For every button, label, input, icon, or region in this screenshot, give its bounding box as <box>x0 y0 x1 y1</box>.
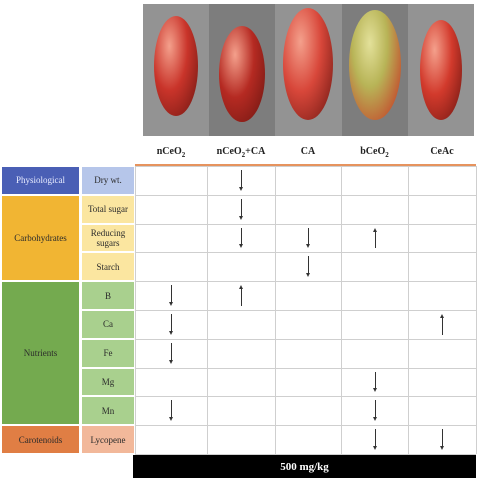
column-divider <box>275 166 276 454</box>
row-divider <box>135 338 476 340</box>
decrease-arrow-icon <box>306 227 310 249</box>
decrease-arrow-icon <box>372 429 377 450</box>
tomato-image <box>283 8 334 120</box>
row-divider <box>135 281 476 283</box>
row-divider <box>135 252 476 254</box>
row-divider <box>135 310 476 311</box>
increase-arrow-icon <box>440 314 444 335</box>
column-header-subscript: 2 <box>385 151 389 159</box>
increase-arrow-icon <box>239 285 243 306</box>
tomato-image <box>219 26 266 122</box>
increase-arrow-icon <box>372 227 377 249</box>
column-header-base: nCeO <box>216 146 242 157</box>
row-divider <box>135 454 476 455</box>
row-divider <box>135 396 476 398</box>
category-label: Nutrients <box>2 282 79 425</box>
parameter-label: Reducing sugars <box>82 224 134 252</box>
column-divider <box>135 166 136 454</box>
parameter-label: B <box>82 282 134 309</box>
column-header: nCeO2 <box>138 146 204 159</box>
decrease-arrow-icon <box>239 227 243 249</box>
column-header-base: bCeO <box>360 146 386 157</box>
column-divider <box>207 166 208 454</box>
row-divider <box>135 166 476 167</box>
decrease-arrow-icon <box>239 198 243 220</box>
header-divider <box>135 164 476 166</box>
decrease-arrow-icon <box>169 314 173 335</box>
dose-footer: 500 mg/kg <box>133 455 476 478</box>
column-header: bCeO2 <box>342 146 408 159</box>
photo-panel <box>407 4 474 136</box>
parameter-label: Mn <box>82 397 134 425</box>
decrease-arrow-icon <box>440 429 444 450</box>
photo-panel <box>143 4 210 136</box>
parameter-label: Dry wt. <box>82 167 134 194</box>
photo-panel <box>341 4 408 136</box>
column-divider <box>341 166 342 454</box>
decrease-arrow-icon <box>372 371 377 393</box>
column-divider <box>476 166 477 454</box>
tomato-image <box>419 20 462 120</box>
column-header-base: nCeO <box>156 146 182 157</box>
category-label: Carotenoids <box>2 426 79 453</box>
decrease-arrow-icon <box>169 400 173 422</box>
tomato-image <box>348 10 401 120</box>
column-header: CeAc <box>409 146 475 157</box>
column-header-base: CA <box>300 146 316 157</box>
column-header-suffix: +CA <box>245 146 266 157</box>
row-divider <box>135 367 476 369</box>
tomato-image <box>154 16 199 116</box>
parameter-label: Lycopene <box>82 426 134 453</box>
column-header: nCeO2+CA <box>208 146 274 159</box>
photo-panel <box>275 4 342 136</box>
decrease-arrow-icon <box>169 342 173 364</box>
decrease-arrow-icon <box>372 400 377 422</box>
row-divider <box>135 223 476 225</box>
decrease-arrow-icon <box>169 285 173 306</box>
column-header-base: CeAc <box>430 146 454 157</box>
photo-panel <box>209 4 276 136</box>
column-divider <box>408 166 409 454</box>
parameter-label: Starch <box>82 253 134 281</box>
parameter-label: Total sugar <box>82 195 134 223</box>
column-header-subscript: 2 <box>181 151 186 159</box>
column-header: CA <box>275 146 341 157</box>
row-divider <box>135 194 476 196</box>
category-label: Carbohydrates <box>2 195 79 281</box>
column-header-subscript: 2 <box>241 151 246 159</box>
dose-label: 500 mg/kg <box>280 460 329 473</box>
decrease-arrow-icon <box>239 170 243 191</box>
category-label: Physiological <box>2 167 79 194</box>
parameter-label: Fe <box>82 339 134 367</box>
row-divider <box>135 425 476 427</box>
parameter-label: Ca <box>82 311 134 338</box>
decrease-arrow-icon <box>306 256 310 278</box>
tomato-photo <box>143 4 474 136</box>
parameter-label: Mg <box>82 368 134 396</box>
